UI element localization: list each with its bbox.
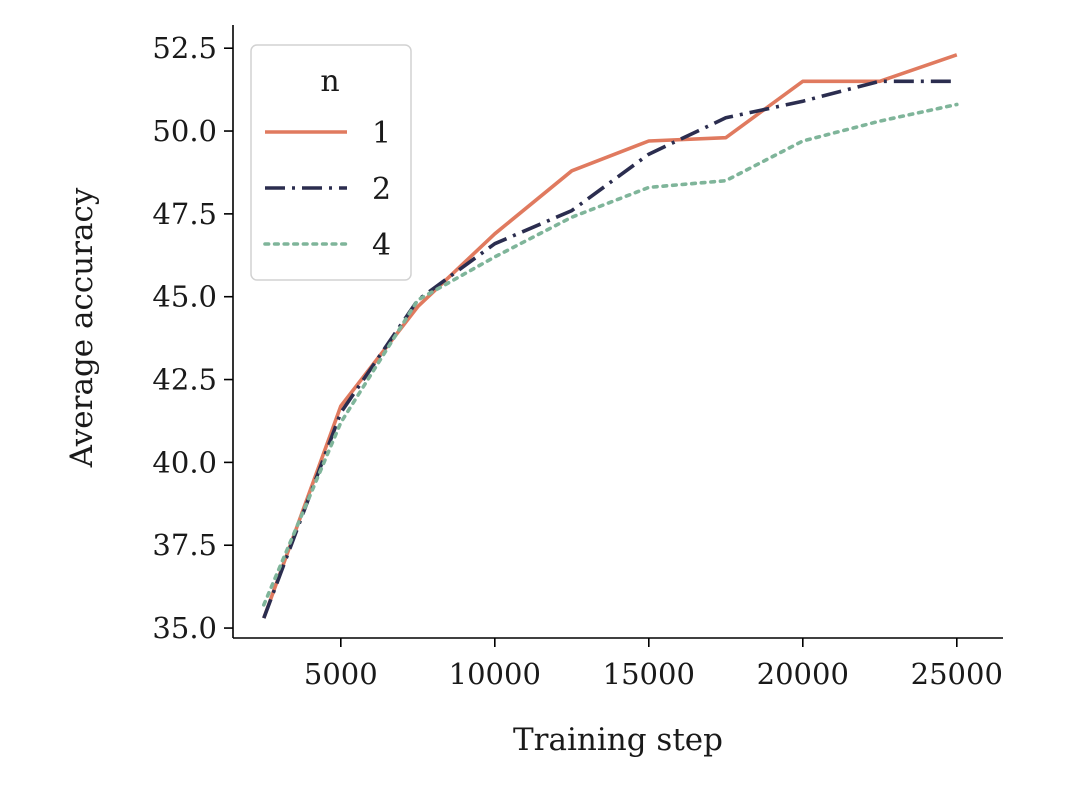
x-tick-label: 25000 — [911, 657, 1003, 691]
x-tick-label: 5000 — [304, 657, 378, 691]
y-tick-label: 42.5 — [152, 363, 217, 397]
legend-label-n4: 4 — [372, 228, 391, 263]
series-line-n4 — [262, 102, 959, 607]
axes: 35.0 37.5 40.0 42.5 45.0 47.5 50.0 52.5 5000 1000… — [152, 25, 1003, 691]
legend-title: n — [320, 64, 339, 99]
x-tick-label: 20000 — [757, 657, 849, 691]
y-tick-label: 50.0 — [152, 114, 217, 148]
y-tick-label: 40.0 — [152, 445, 217, 479]
y-axis-label: Average accuracy — [64, 187, 100, 468]
legend: n1 2 4 — [250, 44, 412, 281]
x-axis-label: Training step — [513, 722, 723, 758]
y-tick-label: 52.5 — [152, 31, 217, 65]
legend-box — [250, 44, 412, 281]
y-tick-label: 35.0 — [152, 611, 217, 645]
series-layer — [262, 53, 959, 619]
x-tick-label: 15000 — [603, 657, 695, 691]
y-tick-label: 45.0 — [152, 280, 217, 314]
series-line-n2 — [262, 79, 957, 619]
legend-label-n1: 1 — [372, 116, 391, 151]
x-tick-label: 10000 — [449, 657, 541, 691]
legend-label-n2: 2 — [372, 172, 391, 207]
y-tick-label: 37.5 — [152, 528, 217, 562]
y-tick-label: 47.5 — [152, 197, 217, 231]
